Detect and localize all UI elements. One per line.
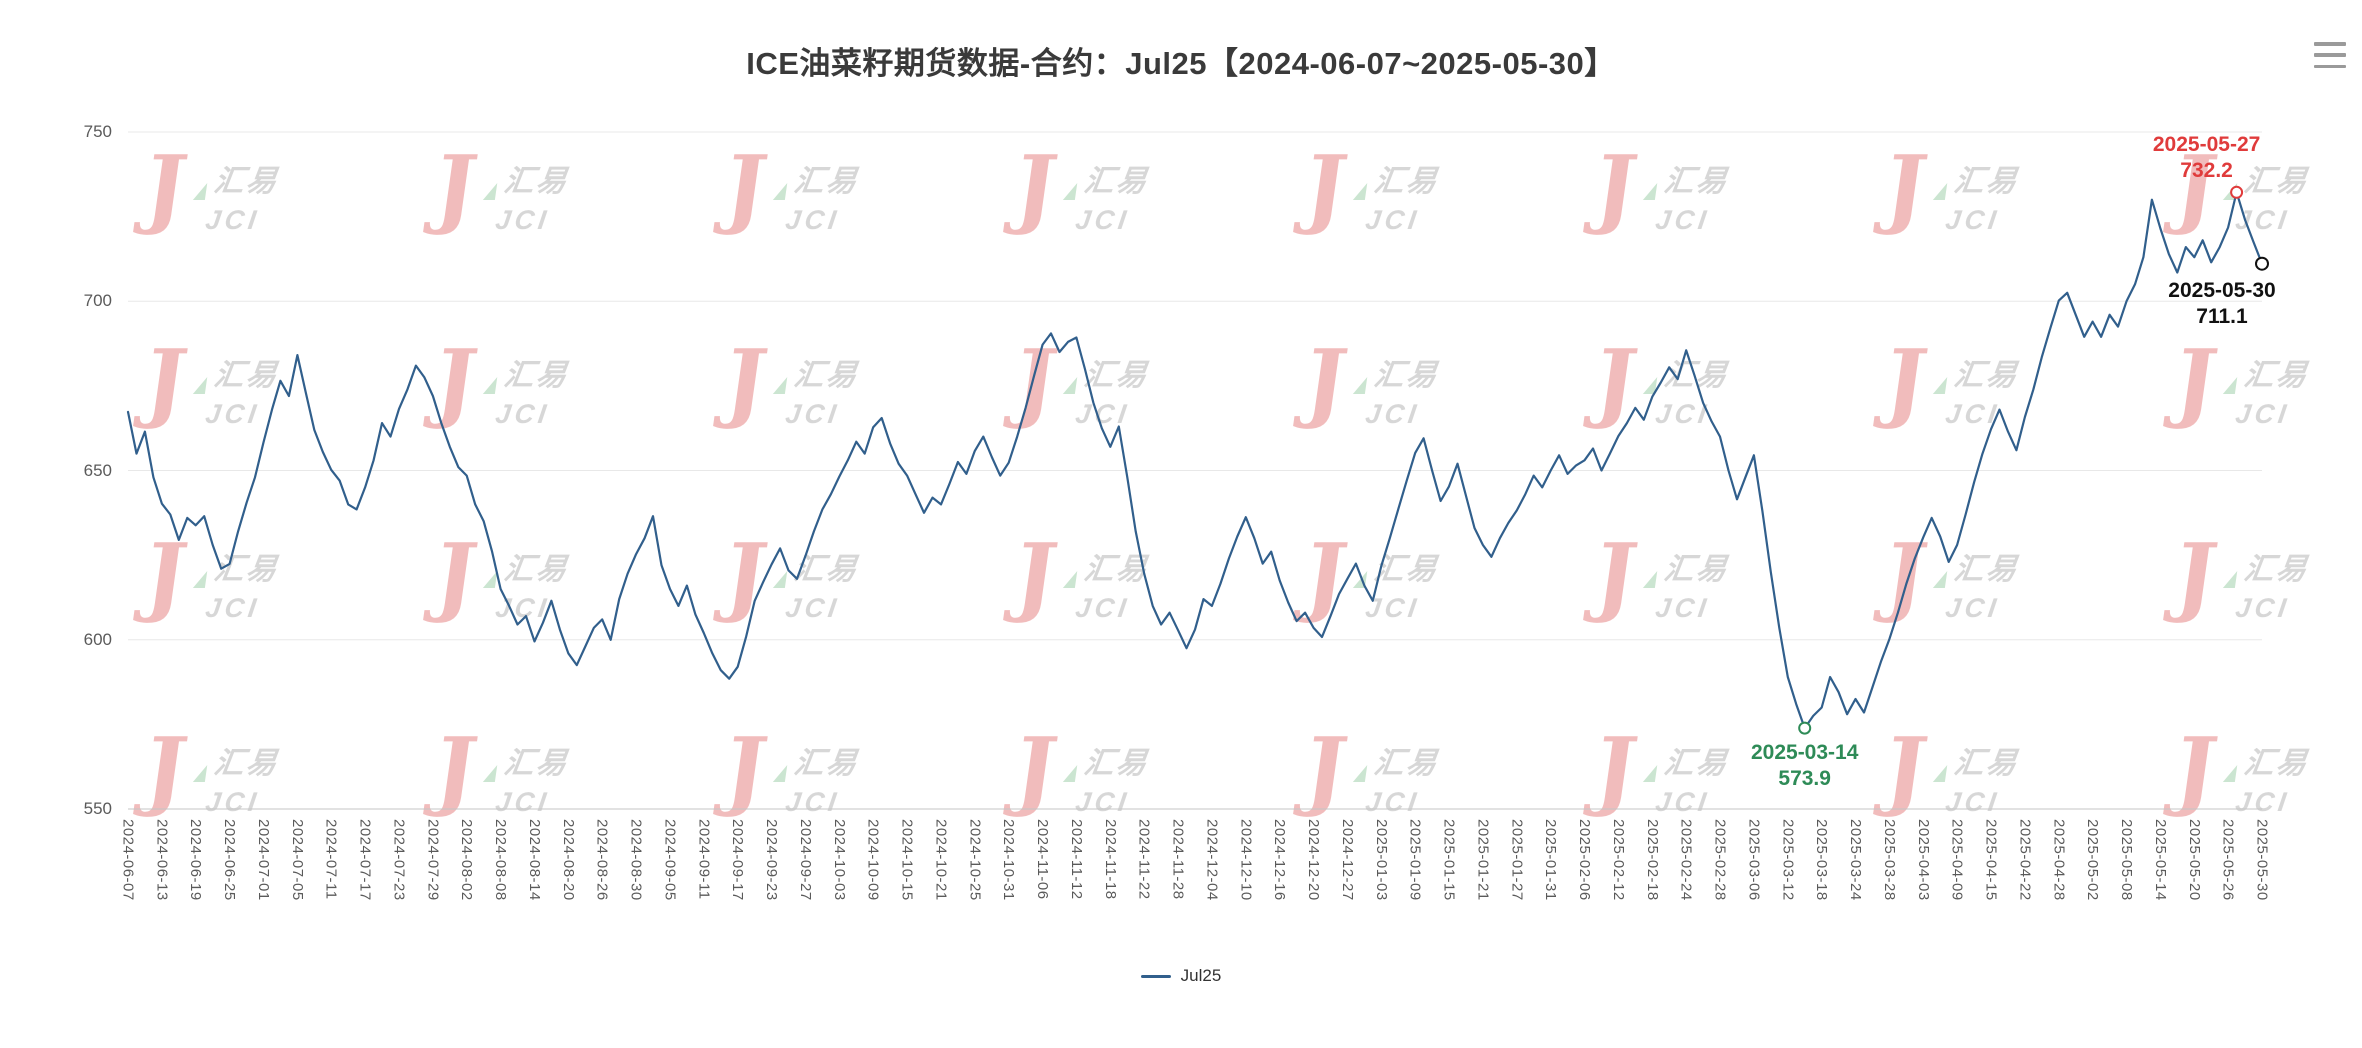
marker-max-icon bbox=[2230, 185, 2244, 199]
x-axis-tick-label: 2024-12-04 bbox=[1203, 819, 1221, 901]
x-axis-tick-label: 2025-01-31 bbox=[1542, 819, 1560, 901]
x-axis-tick-label: 2025-05-26 bbox=[2219, 819, 2237, 901]
x-axis-tick-label: 2024-12-16 bbox=[1271, 819, 1289, 901]
x-axis-tick-label: 2024-07-05 bbox=[288, 819, 306, 901]
x-axis-tick-label: 2025-05-08 bbox=[2118, 819, 2135, 901]
x-axis-tick-label: 2024-12-27 bbox=[1338, 819, 1356, 901]
x-axis-tick-label: 2024-08-02 bbox=[458, 819, 476, 901]
x-axis-tick-label: 2025-04-28 bbox=[2050, 819, 2068, 901]
x-axis-tick-label: 2024-11-12 bbox=[1067, 819, 1085, 900]
legend-item-jul25[interactable]: Jul25 bbox=[1140, 966, 1222, 986]
x-axis-tick-label: 2024-11-28 bbox=[1169, 819, 1187, 900]
x-axis-tick-label: 2024-10-15 bbox=[898, 819, 916, 901]
x-axis-tick-label: 2024-08-20 bbox=[559, 819, 577, 901]
legend: Jul25 bbox=[0, 966, 2362, 986]
x-axis-tick-label: 2024-12-10 bbox=[1237, 819, 1255, 901]
legend-label: Jul25 bbox=[1180, 966, 1222, 985]
x-axis-tick-label: 2024-10-03 bbox=[830, 819, 848, 901]
price-line bbox=[126, 191, 2264, 730]
x-axis-tick-label: 2024-11-18 bbox=[1101, 819, 1119, 900]
x-axis-tick-label: 2024-12-20 bbox=[1305, 819, 1323, 901]
x-axis-tick-label: 2025-03-12 bbox=[1779, 819, 1797, 901]
x-axis-tick-label: 2025-05-20 bbox=[2185, 819, 2203, 901]
x-axis-tick-label: 2024-06-07 bbox=[119, 819, 137, 901]
x-axis-tick-label: 2025-04-15 bbox=[1982, 819, 2000, 901]
x-axis-tick-label: 2025-01-03 bbox=[1372, 819, 1390, 901]
x-axis-tick-label: 2025-02-06 bbox=[1576, 819, 1593, 901]
x-axis-tick-label: 2025-01-27 bbox=[1508, 819, 1526, 901]
x-axis-tick-label: 2024-10-25 bbox=[966, 819, 984, 901]
x-axis-tick-label: 2025-02-12 bbox=[1609, 819, 1627, 901]
x-axis-tick-label: 2025-01-15 bbox=[1440, 819, 1458, 901]
x-axis-tick-label: 2025-05-30 bbox=[2253, 819, 2271, 901]
x-axis-tick-label: 2024-08-14 bbox=[526, 819, 543, 901]
x-axis-tick-label: 2024-09-27 bbox=[797, 819, 814, 901]
x-axis-tick-label: 2025-03-24 bbox=[1847, 819, 1864, 901]
x-axis-tick-label: 2024-08-30 bbox=[627, 819, 645, 901]
x-axis-tick-label: 2025-03-28 bbox=[1880, 819, 1898, 901]
x-axis-tick-label: 2024-06-13 bbox=[153, 819, 171, 901]
chart-title: ICE油菜籽期货数据-合约：Jul25【2024-06-07~2025-05-3… bbox=[746, 46, 1616, 81]
x-axis-tick-label: 2025-02-28 bbox=[1711, 819, 1729, 901]
y-axis-tick-label: 700 bbox=[83, 291, 112, 311]
x-axis-tick-label: 2025-03-18 bbox=[1813, 819, 1831, 901]
x-axis-tick-label: 2024-09-23 bbox=[763, 819, 781, 901]
x-axis-tick-label: 2024-06-19 bbox=[187, 819, 205, 901]
x-axis-tick-label: 2024-06-25 bbox=[221, 819, 239, 901]
x-axis-tick-label: 2025-03-06 bbox=[1745, 819, 1763, 901]
y-axis-tick-label: 550 bbox=[83, 799, 112, 818]
x-axis-tick-label: 2025-01-21 bbox=[1474, 819, 1492, 901]
x-axis-tick-label: 2024-07-01 bbox=[255, 819, 272, 901]
x-axis-tick-label: 2024-07-23 bbox=[390, 819, 408, 901]
x-axis-tick-label: 2024-10-31 bbox=[1000, 819, 1018, 901]
marker-last-icon bbox=[2255, 256, 2269, 271]
x-axis-tick-label: 2024-09-05 bbox=[661, 819, 679, 901]
x-axis-tick-label: 2024-09-17 bbox=[729, 819, 747, 901]
x-axis-tick-label: 2024-10-09 bbox=[864, 819, 882, 901]
x-axis-tick-label: 2025-04-09 bbox=[1948, 819, 1966, 901]
x-axis-tick-label: 2025-05-02 bbox=[2084, 819, 2102, 901]
x-axis-tick-label: 2024-08-08 bbox=[492, 819, 510, 901]
annotation-min: 2025-03-14 573.9 bbox=[1750, 741, 1859, 791]
x-axis-tick-label: 2025-05-14 bbox=[2151, 819, 2169, 901]
x-axis-tick-label: 2025-02-24 bbox=[1677, 819, 1695, 901]
x-axis-tick-label: 2024-11-22 bbox=[1135, 819, 1153, 900]
y-axis-tick-label: 600 bbox=[83, 629, 112, 649]
y-axis-tick-label: 750 bbox=[83, 122, 112, 141]
legend-line-icon bbox=[1140, 974, 1171, 978]
hamburger-menu-icon[interactable] bbox=[2314, 42, 2346, 68]
x-axis-tick-label: 2025-04-03 bbox=[1914, 819, 1932, 901]
x-axis-tick-label: 2024-07-11 bbox=[322, 819, 340, 900]
x-axis-tick-label: 2025-01-09 bbox=[1406, 819, 1424, 901]
x-axis-tick-label: 2024-10-21 bbox=[932, 819, 950, 901]
annotation-last: 2025-05-30 711.1 bbox=[2168, 278, 2276, 328]
x-axis-tick-label: 2024-11-06 bbox=[1034, 819, 1052, 900]
annotation-max: 2025-05-27 732.2 bbox=[2152, 133, 2261, 183]
x-axis-tick-label: 2025-04-22 bbox=[2016, 819, 2034, 901]
x-axis-tick-label: 2024-07-29 bbox=[424, 819, 442, 901]
x-axis-tick-label: 2024-08-26 bbox=[593, 819, 611, 901]
x-axis-tick-label: 2024-09-11 bbox=[695, 819, 713, 900]
x-axis-tick-label: 2025-02-18 bbox=[1643, 819, 1661, 901]
y-axis-tick-label: 650 bbox=[83, 460, 112, 480]
x-axis-tick-label: 2024-07-17 bbox=[356, 819, 374, 901]
marker-min-icon bbox=[1798, 721, 1812, 735]
